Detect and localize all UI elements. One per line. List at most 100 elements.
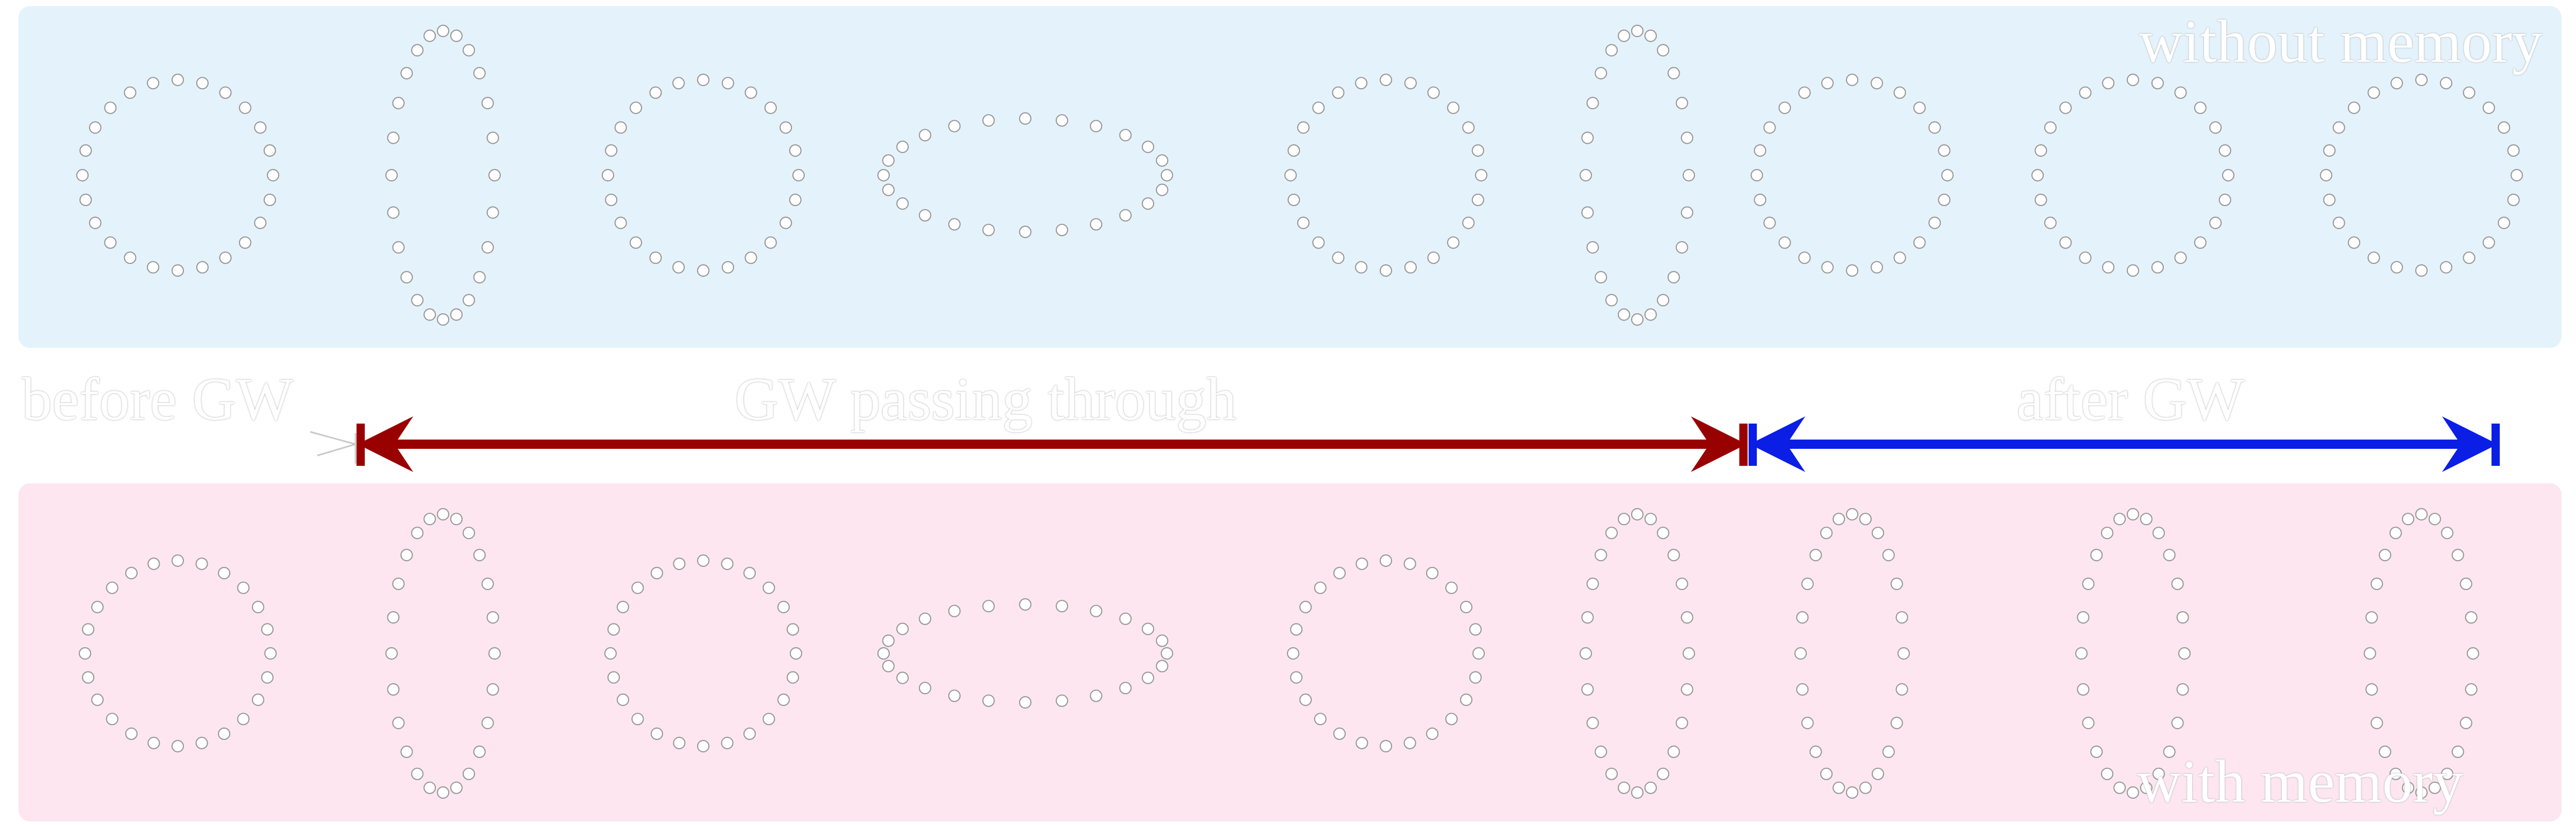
particle	[1379, 264, 1393, 277]
particle	[2507, 193, 2520, 206]
particle	[779, 216, 792, 229]
particle	[721, 77, 735, 90]
top-ring-6	[1579, 24, 1696, 326]
particle	[1090, 689, 1103, 702]
particle	[196, 261, 209, 274]
particle	[2176, 683, 2189, 696]
particle	[462, 767, 476, 780]
particle	[2391, 261, 2403, 274]
particle	[1586, 577, 1599, 591]
particle	[1833, 781, 1845, 794]
particle	[792, 169, 805, 182]
particle	[106, 713, 118, 726]
particle	[1471, 144, 1484, 157]
particle	[266, 169, 280, 182]
particle	[2415, 786, 2428, 799]
particle	[261, 671, 274, 684]
particle	[2465, 683, 2478, 696]
particle	[2075, 647, 2088, 660]
top-ring-5	[1284, 73, 1488, 277]
particle	[1312, 236, 1325, 249]
particle	[1882, 548, 1895, 562]
particle	[91, 693, 104, 706]
particle	[1595, 745, 1607, 759]
particle	[264, 647, 277, 660]
particle	[1404, 77, 1417, 90]
particle	[1644, 308, 1657, 321]
particle	[488, 647, 501, 660]
particle	[1618, 308, 1631, 321]
particle	[948, 218, 961, 231]
particle	[1156, 634, 1168, 647]
particle	[1809, 548, 1822, 562]
particle	[2100, 527, 2114, 540]
after-arrow	[1749, 416, 2500, 472]
particle	[239, 102, 251, 114]
particle	[1675, 716, 1688, 730]
particle	[777, 693, 790, 706]
particle	[462, 44, 476, 57]
particle	[605, 193, 618, 206]
particle	[764, 102, 777, 114]
particle	[1763, 121, 1776, 134]
particle	[76, 169, 89, 182]
particle	[762, 581, 775, 594]
particle	[1895, 611, 1908, 624]
particle	[486, 683, 499, 696]
particle	[777, 600, 790, 614]
particle	[1427, 251, 1440, 264]
particle	[2174, 251, 2187, 264]
particle	[1333, 727, 1346, 740]
particle	[486, 611, 499, 624]
particle	[171, 554, 184, 567]
particle	[392, 96, 405, 110]
particle	[195, 736, 208, 750]
particle	[79, 144, 92, 157]
particle	[744, 251, 757, 264]
particle	[124, 86, 137, 99]
particle	[1142, 140, 1155, 154]
particle	[263, 144, 276, 157]
particle	[697, 554, 710, 567]
particle	[237, 713, 250, 726]
top-ring-7	[1750, 73, 1954, 277]
particle	[2171, 716, 2184, 730]
particle	[1890, 716, 1903, 730]
particle	[1682, 169, 1696, 182]
particle	[1297, 216, 1310, 229]
particle	[2102, 261, 2115, 274]
particle	[1667, 745, 1680, 759]
particle	[2365, 683, 2378, 696]
particle	[1284, 169, 1297, 182]
particle	[882, 660, 895, 672]
particle	[2152, 767, 2165, 780]
particle	[481, 577, 494, 591]
particle	[2415, 508, 2428, 521]
particle	[2218, 144, 2231, 157]
particle	[2323, 193, 2336, 206]
particle	[672, 261, 685, 274]
particle	[219, 251, 232, 264]
particle	[106, 581, 118, 594]
particle	[762, 713, 775, 726]
particle	[1667, 66, 1680, 80]
particle	[1644, 513, 1657, 526]
particle	[948, 120, 961, 132]
particle	[481, 96, 494, 110]
particle	[1681, 131, 1693, 144]
particle	[1605, 527, 1618, 540]
particle	[450, 513, 463, 526]
particle	[2059, 236, 2072, 249]
particle	[2498, 121, 2511, 134]
particle	[450, 308, 463, 321]
particle	[1586, 241, 1599, 254]
particle	[481, 241, 494, 254]
particle	[1681, 683, 1693, 696]
particle	[601, 169, 615, 182]
particle	[2507, 144, 2520, 157]
particle	[2113, 781, 2126, 794]
particle	[2209, 121, 2222, 134]
particle	[2171, 577, 2184, 591]
particle	[171, 264, 184, 277]
particle	[1404, 261, 1417, 274]
